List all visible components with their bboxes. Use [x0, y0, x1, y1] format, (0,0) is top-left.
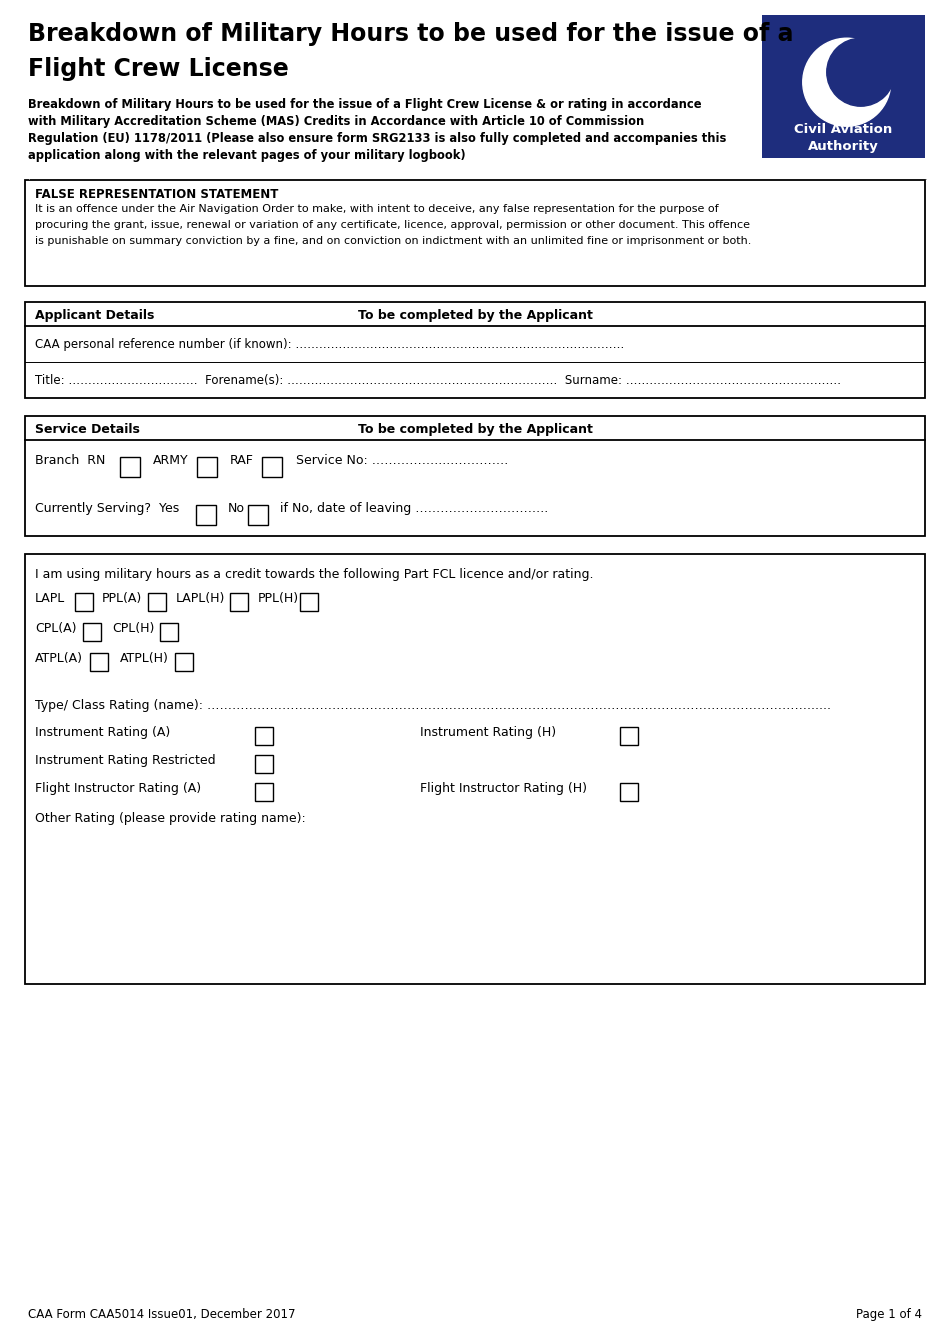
Text: .: .	[925, 172, 928, 183]
Circle shape	[803, 38, 891, 126]
Bar	[620, 727, 638, 745]
Text: CAA Form CAA5014 Issue01, December 2017: CAA Form CAA5014 Issue01, December 2017	[28, 1308, 295, 1321]
Text: Flight Instructor Rating (H): Flight Instructor Rating (H)	[420, 782, 587, 794]
Bar	[255, 756, 273, 773]
Text: .: .	[28, 172, 31, 183]
Bar	[160, 623, 178, 641]
Bar	[25, 302, 925, 399]
Bar	[196, 505, 216, 525]
Text: with Military Accreditation Scheme (MAS) Credits in Accordance with Article 10 o: with Military Accreditation Scheme (MAS)…	[28, 115, 644, 127]
Circle shape	[826, 38, 895, 106]
Text: PPL(H): PPL(H)	[258, 592, 299, 605]
Bar	[83, 623, 101, 641]
Text: CAA personal reference number (if known): …………………………………………………………………………: CAA personal reference number (if known)…	[35, 338, 624, 352]
Text: if No, date of leaving …………………………..: if No, date of leaving …………………………..	[280, 502, 548, 515]
Bar	[75, 593, 93, 611]
Text: To be completed by the Applicant: To be completed by the Applicant	[357, 423, 593, 436]
Bar	[255, 782, 273, 801]
Text: To be completed by the Applicant: To be completed by the Applicant	[357, 309, 593, 322]
Text: application along with the relevant pages of your military logbook): application along with the relevant page…	[28, 149, 466, 162]
Text: PPL(A): PPL(A)	[102, 592, 142, 605]
Text: Service Details: Service Details	[35, 423, 140, 436]
Text: Breakdown of Military Hours to be used for the issue of a Flight Crew License & : Breakdown of Military Hours to be used f…	[28, 98, 701, 111]
Text: RAF: RAF	[230, 454, 254, 467]
Text: CPL(A): CPL(A)	[35, 621, 77, 635]
Bar	[620, 782, 638, 801]
Text: Instrument Rating (H): Instrument Rating (H)	[420, 726, 556, 739]
Text: Currently Serving?  Yes: Currently Serving? Yes	[35, 502, 180, 515]
Text: Applicant Details: Applicant Details	[35, 309, 154, 322]
Bar	[120, 458, 140, 476]
Text: Civil Aviation: Civil Aviation	[794, 123, 893, 136]
Text: ATPL(A): ATPL(A)	[35, 652, 83, 666]
Text: CPL(H): CPL(H)	[112, 621, 154, 635]
Text: procuring the grant, issue, renewal or variation of any certificate, licence, ap: procuring the grant, issue, renewal or v…	[35, 220, 750, 229]
Text: Regulation (EU) 1178/2011 (Please also ensure form SRG2133 is also fully complet: Regulation (EU) 1178/2011 (Please also e…	[28, 132, 727, 145]
Bar	[25, 554, 925, 984]
Text: LAPL: LAPL	[35, 592, 66, 605]
Bar	[262, 458, 282, 476]
Bar	[197, 458, 217, 476]
Text: Other Rating (please provide rating name):: Other Rating (please provide rating name…	[35, 812, 306, 825]
Text: Instrument Rating Restricted: Instrument Rating Restricted	[35, 754, 216, 768]
Text: Breakdown of Military Hours to be used for the issue of a: Breakdown of Military Hours to be used f…	[28, 21, 793, 46]
Bar	[300, 593, 318, 611]
Bar	[762, 15, 925, 158]
Bar	[148, 593, 166, 611]
Text: ATPL(H): ATPL(H)	[120, 652, 169, 666]
Text: Instrument Rating (A): Instrument Rating (A)	[35, 726, 170, 739]
Text: FALSE REPRESENTATION STATEMENT: FALSE REPRESENTATION STATEMENT	[35, 188, 278, 201]
Bar	[255, 727, 273, 745]
Text: Authority: Authority	[808, 140, 879, 153]
Bar	[25, 416, 925, 535]
Text: Flight Crew License: Flight Crew License	[28, 56, 289, 81]
Bar	[25, 180, 925, 286]
Text: is punishable on summary conviction by a fine, and on conviction on indictment w: is punishable on summary conviction by a…	[35, 236, 751, 246]
Text: ARMY: ARMY	[153, 454, 189, 467]
Text: No: No	[228, 502, 245, 515]
Bar	[230, 593, 248, 611]
Text: LAPL(H): LAPL(H)	[176, 592, 225, 605]
Text: Title: ……………………………  Forename(s): ……………………………………………………………  Surname: …………………………………: Title: …………………………… Forename(s): ………………………	[35, 374, 841, 386]
Text: I am using military hours as a credit towards the following Part FCL licence and: I am using military hours as a credit to…	[35, 568, 594, 581]
Text: Service No: …………….....………….: Service No: …………….....………….	[296, 454, 508, 467]
Bar	[90, 654, 108, 671]
Text: It is an offence under the Air Navigation Order to make, with intent to deceive,: It is an offence under the Air Navigatio…	[35, 204, 718, 213]
Text: Flight Instructor Rating (A): Flight Instructor Rating (A)	[35, 782, 201, 794]
Text: Type/ Class Rating (name): ……………………………………………………………………………………………………………………………….....: Type/ Class Rating (name): ……………………………………	[35, 699, 831, 713]
Text: Page 1 of 4: Page 1 of 4	[856, 1308, 922, 1321]
Bar	[175, 654, 193, 671]
Text: Branch  RN: Branch RN	[35, 454, 105, 467]
Bar	[248, 505, 268, 525]
